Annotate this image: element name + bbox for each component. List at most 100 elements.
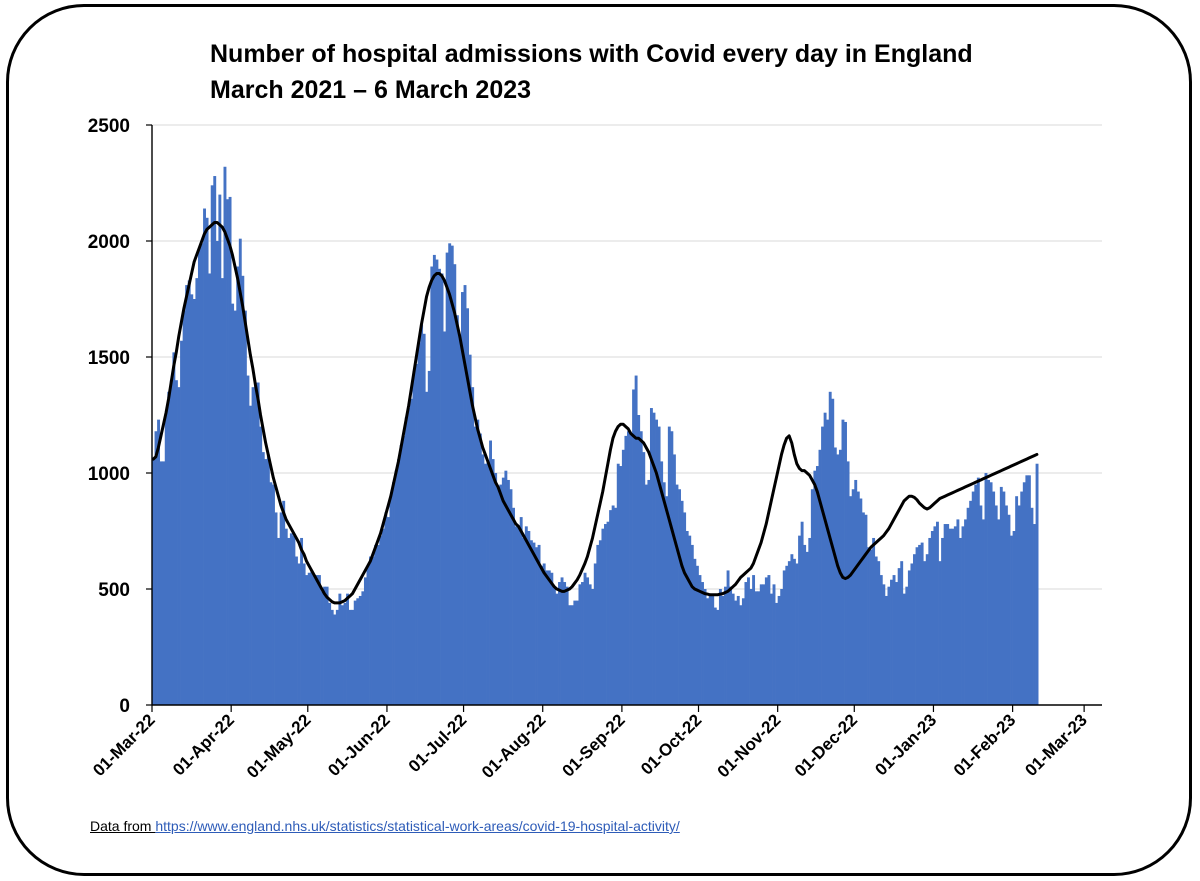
daily-bar — [621, 449, 625, 705]
daily-bar — [882, 584, 886, 705]
daily-bar — [157, 419, 161, 705]
daily-bar — [394, 470, 398, 705]
daily-bar — [716, 609, 720, 705]
daily-bar — [999, 486, 1003, 705]
daily-bar — [884, 595, 888, 705]
chart-title-line-2: March 2021 – 6 March 2023 — [210, 76, 532, 104]
daily-bar — [900, 561, 904, 705]
daily-bar — [874, 556, 878, 705]
daily-bar — [445, 252, 449, 705]
daily-bar — [1027, 475, 1031, 705]
daily-bar — [844, 421, 847, 705]
daily-bar — [558, 582, 561, 705]
daily-bar — [859, 498, 863, 705]
daily-bar — [734, 600, 738, 705]
daily-bar — [289, 533, 293, 705]
x-tick-label: 01-Mar-23 — [1021, 710, 1091, 780]
daily-bar — [256, 382, 260, 705]
daily-bar — [302, 563, 306, 705]
daily-bar — [430, 266, 434, 705]
seven-day-average-line — [151, 220, 1039, 605]
data-source-link[interactable]: https://www.england.nhs.uk/statistics/st… — [155, 818, 680, 834]
daily-bar — [928, 537, 932, 705]
daily-bar — [941, 537, 945, 705]
daily-bar — [483, 463, 487, 705]
daily-bar — [550, 572, 554, 705]
daily-bar — [438, 268, 441, 705]
daily-admissions-bars — [152, 166, 1039, 706]
daily-bar — [409, 398, 413, 705]
daily-bar — [573, 600, 577, 705]
daily-bar — [747, 577, 750, 705]
daily-bar — [251, 387, 255, 705]
daily-bar — [897, 568, 901, 705]
daily-bar — [575, 600, 579, 705]
daily-bar — [486, 461, 490, 705]
daily-bar — [910, 563, 914, 705]
daily-bar — [711, 595, 715, 705]
daily-bar — [787, 561, 791, 705]
y-tick-label: 2500 — [88, 116, 130, 137]
x-axis-tick-labels: 01-Mar-22 01-Apr-22 01-May-22 01-Jun-22 01-J… — [89, 710, 1091, 782]
daily-bar — [1015, 496, 1019, 705]
daily-bar — [647, 479, 651, 705]
daily-bar — [675, 484, 679, 705]
daily-bar — [892, 575, 896, 705]
daily-bar — [220, 278, 224, 705]
daily-bar — [655, 419, 658, 705]
y-tick-label: 1500 — [88, 348, 130, 369]
daily-bar — [514, 526, 518, 705]
daily-bar — [300, 537, 304, 705]
daily-bar — [205, 217, 209, 706]
daily-bar — [588, 584, 592, 705]
daily-bar — [261, 452, 265, 705]
daily-bar — [938, 561, 942, 705]
daily-bar — [974, 484, 978, 705]
daily-bar — [529, 540, 533, 705]
daily-bar — [491, 459, 495, 705]
daily-bar — [279, 512, 283, 705]
daily-bar — [946, 524, 950, 705]
daily-bar — [818, 449, 822, 705]
y-tick-label: 0 — [119, 696, 130, 717]
daily-bar — [815, 466, 819, 705]
daily-bar — [369, 556, 372, 705]
daily-bar — [284, 528, 288, 705]
daily-bar — [223, 166, 227, 705]
daily-bar — [208, 273, 212, 705]
daily-bar — [386, 517, 390, 705]
daily-bar — [667, 426, 671, 705]
daily-bar — [468, 354, 472, 705]
daily-bar — [836, 454, 840, 705]
daily-bar — [432, 254, 436, 706]
daily-bar — [629, 433, 633, 705]
chart-title: Number of hospital admissions with Covid… — [210, 36, 973, 108]
daily-bar — [563, 582, 567, 705]
daily-bar — [915, 547, 919, 705]
daily-bar — [642, 452, 646, 705]
daily-bar — [422, 333, 426, 705]
daily-bar — [918, 544, 922, 705]
daily-bar — [690, 544, 694, 705]
daily-bar — [489, 440, 492, 705]
daily-bar — [152, 459, 155, 705]
daily-bar — [948, 528, 952, 705]
daily-bar — [440, 273, 444, 705]
daily-bar — [338, 593, 342, 705]
daily-bar — [861, 512, 865, 705]
daily-bar — [363, 577, 367, 705]
daily-bar — [644, 484, 648, 705]
daily-bar — [361, 591, 365, 705]
daily-bar — [739, 605, 743, 705]
daily-bar — [340, 605, 344, 705]
daily-bar — [828, 391, 832, 705]
daily-bar — [961, 526, 965, 705]
daily-bar — [764, 577, 768, 705]
x-tick-label: 01-Jun-22 — [324, 710, 394, 780]
daily-bar — [427, 370, 431, 705]
daily-bar — [496, 486, 500, 705]
daily-bar — [478, 433, 482, 705]
daily-bar — [838, 449, 842, 705]
daily-bar — [890, 579, 893, 705]
daily-bar — [190, 294, 194, 705]
